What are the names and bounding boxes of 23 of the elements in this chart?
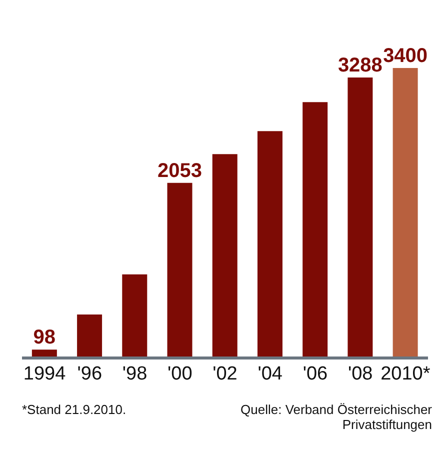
bar — [167, 182, 192, 358]
data-label: 3400 — [383, 45, 428, 67]
x-tick-label: '02 — [212, 363, 238, 384]
x-tick-label: '98 — [122, 363, 148, 384]
x-tick-label: '96 — [77, 363, 102, 384]
bar — [257, 131, 282, 358]
bar — [212, 154, 238, 358]
bar — [77, 314, 102, 358]
bar — [122, 274, 148, 358]
x-tick-label: '00 — [168, 363, 192, 384]
data-label: 3288 — [338, 54, 382, 77]
bar — [302, 102, 328, 358]
bar — [392, 68, 418, 358]
bar — [348, 78, 373, 358]
x-tick-label: '06 — [302, 363, 328, 384]
data-label: 2053 — [158, 160, 202, 182]
text: *Stand 21.9.2010. — [22, 402, 126, 419]
x-tick-label: '04 — [258, 363, 283, 384]
x-tick-label: 1994 — [23, 363, 66, 384]
source-note: Quelle: Verband Österreichischer Privatstiftungen — [240, 402, 432, 432]
x-tick-label: 2010* — [380, 363, 431, 384]
data-label: 98 — [33, 326, 56, 349]
x-tick-label: '08 — [348, 363, 373, 384]
